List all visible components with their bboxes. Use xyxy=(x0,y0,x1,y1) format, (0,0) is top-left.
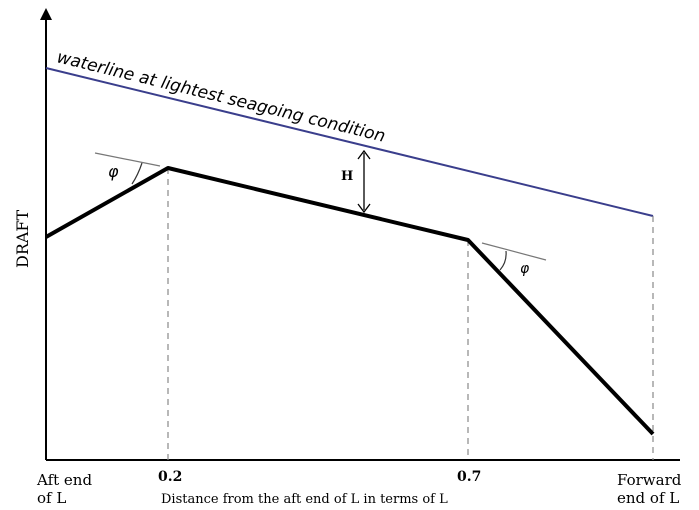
angle-arc-2 xyxy=(499,250,507,271)
angle-arc-1 xyxy=(131,162,143,185)
height-label: H xyxy=(341,169,353,184)
waterline-label: waterline at lightest seagoing condition xyxy=(55,47,387,146)
y-axis-arrowhead xyxy=(40,8,52,20)
x-tick-0.2: 0.2 xyxy=(158,469,182,485)
angle-reference-line-2 xyxy=(481,242,547,261)
height-arrow-bottom xyxy=(357,203,371,214)
aft-end-label-line2: of L xyxy=(37,489,66,507)
aft-end-label-line1: Aft end xyxy=(36,471,92,489)
angle-label-1: φ xyxy=(108,162,119,181)
angle-reference-line-1 xyxy=(94,152,161,167)
waterline xyxy=(45,67,654,217)
forward-end-label-line1: Forward xyxy=(617,471,682,489)
x-axis-label: Distance from the aft end of L in terms … xyxy=(161,492,448,507)
y-axis-label: DRAFT xyxy=(13,209,32,268)
draft-profile-line xyxy=(45,166,655,436)
angle-label-2: φ xyxy=(520,261,530,277)
forward-end-label-line2: end of L xyxy=(617,489,679,507)
height-arrow-top xyxy=(357,149,371,160)
x-tick-0.7: 0.7 xyxy=(457,469,481,485)
